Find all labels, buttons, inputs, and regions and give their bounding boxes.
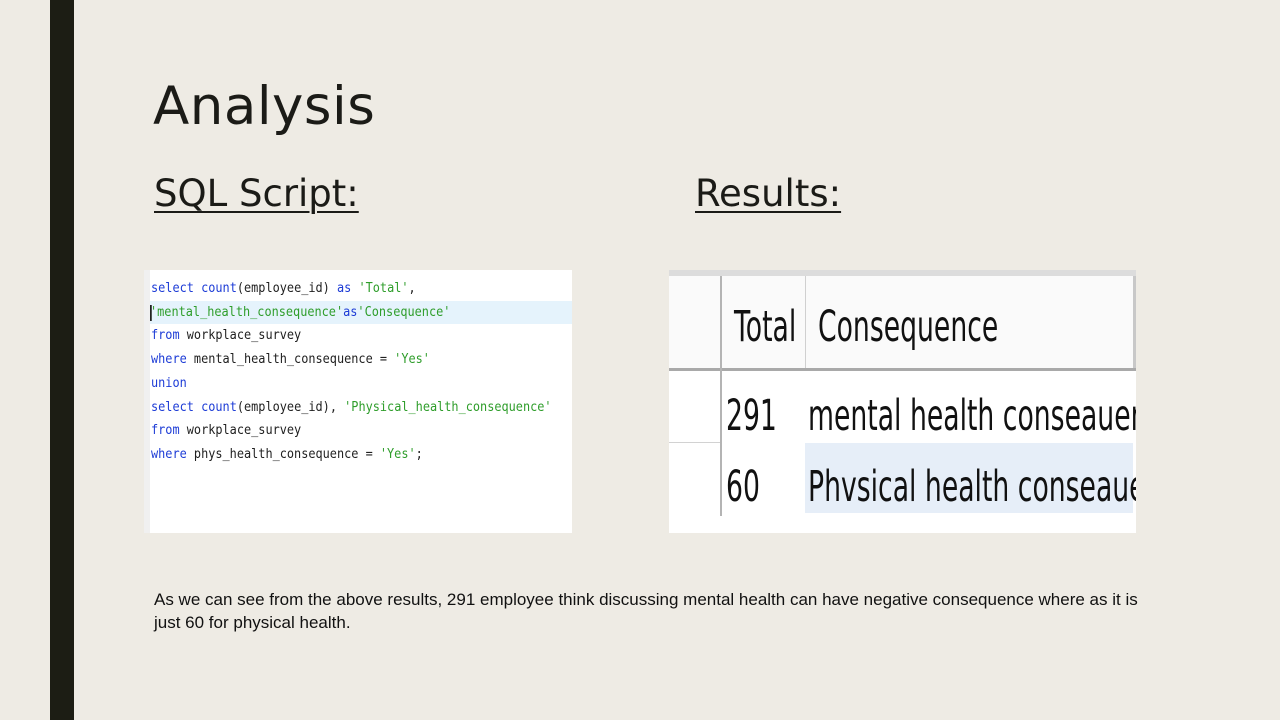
sql-line-6: select count(employee_id), 'Physical_hea… (151, 396, 552, 419)
sql-token (194, 399, 201, 415)
results-header-band (669, 270, 1136, 276)
accent-bar (50, 0, 74, 720)
results-header-rule (669, 368, 1136, 371)
results-heading: Results: (695, 172, 842, 215)
sql-line-4: where mental_health_consequence = 'Yes' (151, 348, 430, 371)
sql-token: select (151, 398, 194, 415)
row-1-total: 291 (726, 391, 777, 441)
sql-line-3: from workplace_survey (151, 324, 301, 347)
sql-code-screenshot: select count(employee_id) as 'Total','me… (144, 270, 572, 533)
sql-token: workplace_survey (179, 422, 302, 439)
results-row-2-bg (805, 443, 1133, 513)
row-2-total: 60 (726, 462, 760, 512)
sql-token: as (336, 280, 352, 296)
row-1-consequence: mental health conseauence (808, 391, 1136, 441)
sql-token: mental_health_consequence = (186, 351, 395, 368)
sql-token: select (151, 280, 194, 296)
sql-token: , (408, 280, 416, 296)
sql-token: count (201, 280, 237, 296)
slide-caption: As we can see from the above results, 29… (154, 590, 1138, 632)
sql-token: from (151, 327, 180, 344)
column-header-total: Total (734, 302, 797, 352)
column-header-consequence: Consequence (818, 302, 999, 352)
sql-line-5: union (151, 372, 187, 395)
sql-line-8: where phys_health_consequence = 'Yes'; (151, 443, 423, 466)
sql-script-heading: SQL Script: (154, 172, 359, 215)
sql-token: where (151, 445, 187, 462)
sql-token: workplace_survey (179, 327, 302, 344)
sql-line-1: select count(employee_id) as 'Total', (151, 277, 416, 300)
results-header-row (669, 276, 1136, 368)
sql-token (194, 280, 201, 296)
sql-token: count (201, 398, 237, 415)
row-2-consequence: Phvsical health conseauence (808, 462, 1136, 512)
sql-token: 'Yes' (394, 351, 430, 368)
query-results-screenshot: Total Consequence 291 mental health cons… (669, 270, 1136, 533)
sql-token: where (151, 351, 187, 368)
sql-token: phys_health_consequence = (186, 445, 380, 462)
sql-token: from (151, 422, 180, 439)
sql-token: 'Consequence' (357, 303, 451, 320)
results-col-rule-1 (720, 276, 722, 516)
sql-token: (employee_id) (236, 280, 337, 296)
sql-line-2: 'mental_health_consequence'as'Consequenc… (150, 300, 572, 324)
sql-token: union (151, 374, 187, 391)
results-col-rule-2 (805, 276, 806, 368)
results-row-divider (669, 442, 720, 443)
slide-title: Analysis (153, 76, 376, 137)
sql-token: (employee_id), (236, 398, 345, 415)
sql-token: ; (415, 445, 423, 462)
sql-token: 'mental_health_consequence' (150, 303, 344, 320)
sql-token: as (343, 303, 358, 320)
code-gutter (144, 270, 150, 533)
sql-token: 'Total' (358, 280, 409, 296)
results-right-edge (1133, 276, 1136, 368)
sql-line-7: from workplace_survey (151, 419, 301, 442)
sql-token: 'Yes' (379, 445, 416, 462)
sql-token (351, 280, 358, 296)
sql-token: 'Physical_health_consequence' (344, 398, 552, 415)
